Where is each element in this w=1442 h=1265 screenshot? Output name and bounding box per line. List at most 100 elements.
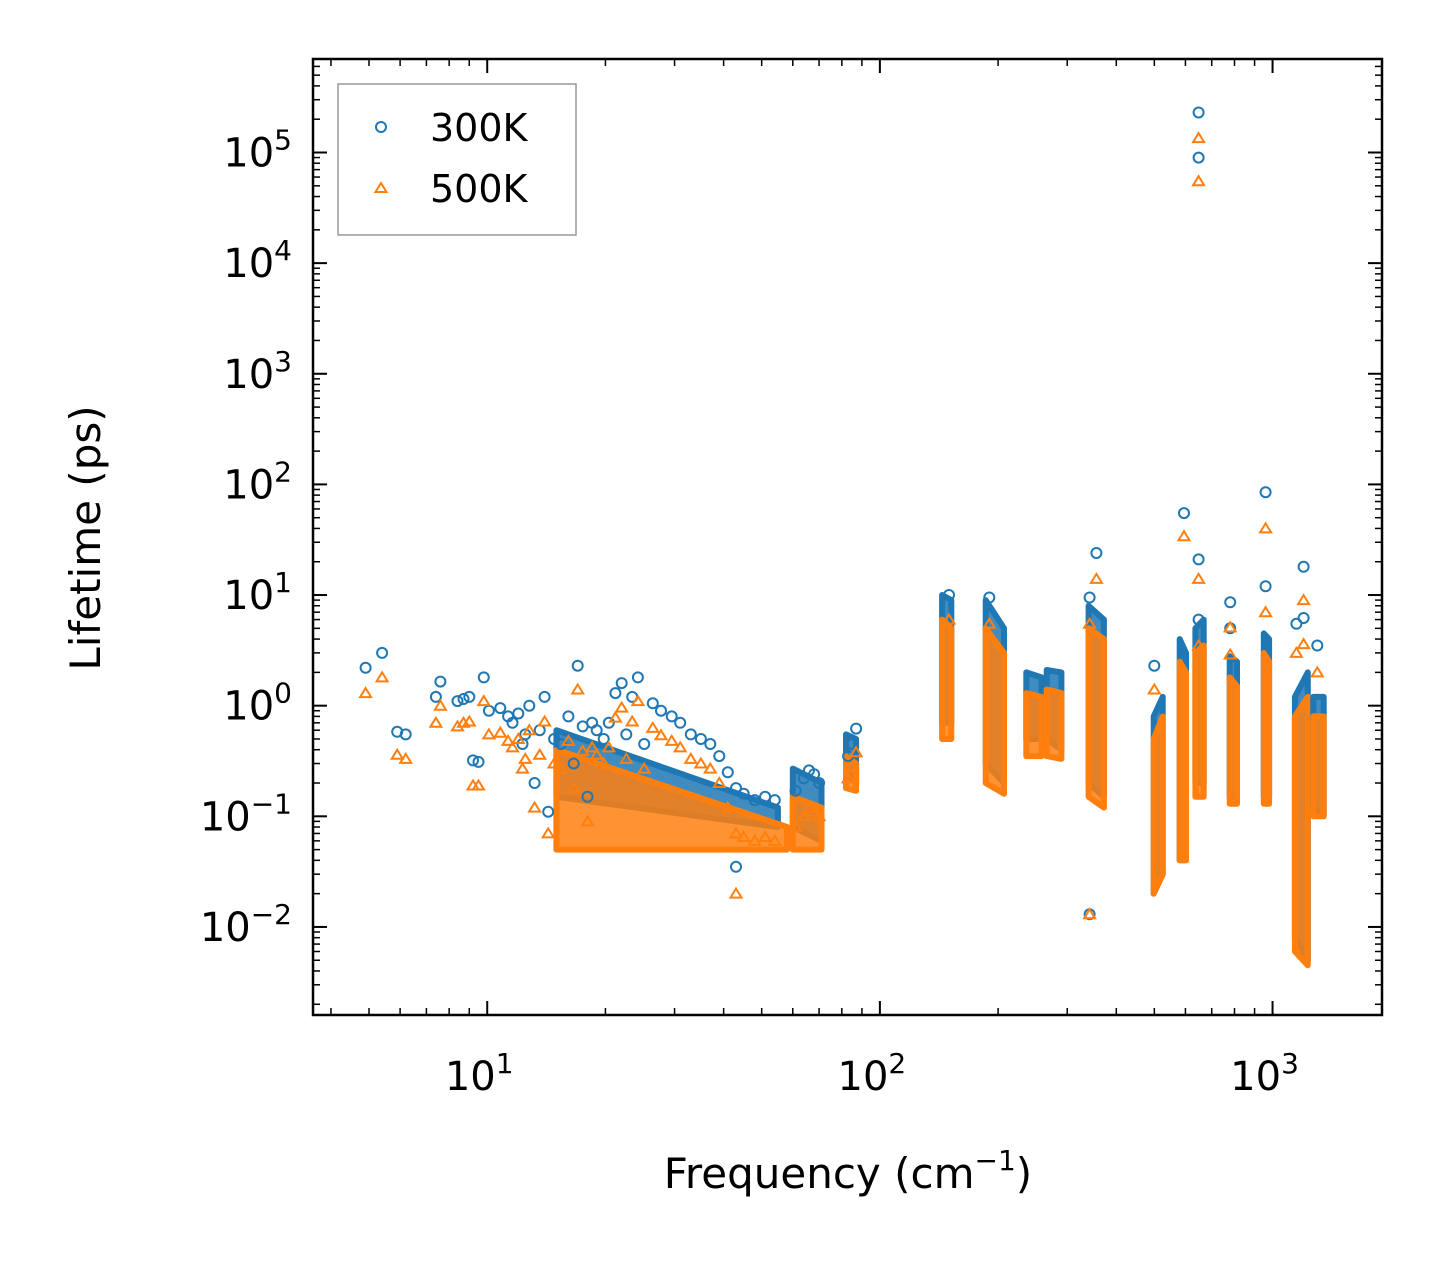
data-point-500k-56 [788,820,803,832]
data-cluster-500k-29 [1310,713,1327,820]
data-point-300k-42 [655,704,667,717]
data-point-500k-36 [614,700,629,713]
data-point-300k-44 [674,716,687,729]
data-point-300k-13 [494,702,507,715]
data-cluster-500k-17 [1150,713,1166,897]
data-point-500k-46 [693,756,709,769]
data-point-300k-7 [457,693,470,705]
y-tick-label-exponent: 3 [274,345,292,378]
data-point-500k-32 [589,747,604,760]
data-point-300k-70 [1297,612,1310,624]
x-tick-label-exponent: 1 [496,1047,514,1080]
data-point-300k-56 [789,784,802,797]
data-cluster-500k-1 [553,746,790,853]
data-point-300k-5 [434,675,447,688]
data-point-500k-30 [580,814,595,827]
y-tick-label-exponent: −1 [251,787,292,820]
data-point-300k-67 [1259,486,1272,499]
data-point-500k-70 [1296,637,1311,650]
x-axis-label-main: Frequency (cm [664,1149,975,1198]
data-point-500k-13 [493,725,508,738]
data-point-500k-66 [1176,529,1192,542]
data-point-500k-22 [537,714,552,727]
data-point-300k-37 [620,728,633,741]
y-tick-label-base: 10 [223,241,274,287]
x-axis-label: Frequency (cm−1) [664,1144,1032,1198]
data-point-500k-29 [575,743,590,756]
data-point-300k-32 [590,724,603,737]
data-point-300k-45 [684,728,697,741]
x-tick-label-exponent: 2 [888,1047,906,1080]
legend-box [337,83,577,236]
data-point-300k-82 [1290,617,1303,630]
data-point-500k-40 [636,761,652,774]
data-point-500k-64 [1191,131,1206,144]
data-point-300k-39 [631,671,644,684]
data-point-500k-53 [757,830,773,842]
y-tick-label-exponent: 1 [274,566,292,599]
data-point-300k-52 [748,794,761,807]
data-cluster-layer [553,592,1327,969]
data-point-300k-9 [467,754,479,767]
y-tick-label-exponent: 4 [274,234,292,267]
data-point-300k-51 [737,787,750,800]
data-point-300k-4 [429,690,442,703]
data-point-500k-80 [1191,571,1206,584]
data-point-300k-23 [542,805,555,818]
data-point-300k-73 [1083,591,1096,604]
data-cluster-500k-21 [1192,642,1207,800]
data-point-500k-17 [515,761,530,774]
data-point-300k-59 [808,768,821,781]
data-point-300k-27 [567,757,580,770]
data-point-500k-0 [358,686,373,699]
data-cluster-500k-23 [1226,674,1240,807]
data-point-300k-47 [704,738,717,750]
data-point-300k-72 [1090,547,1103,559]
data-point-500k-51 [736,830,751,842]
data-point-500k-65 [1191,174,1206,187]
data-point-300k-15 [506,716,519,729]
data-point-500k-63 [848,745,864,758]
y-tick-label-exponent: 0 [274,677,292,710]
y-tick-label-base: 10 [200,905,251,951]
data-point-300k-68 [1259,580,1272,593]
y-tick-label-exponent: 5 [274,123,292,156]
data-point-500k-76 [941,612,957,625]
data-point-500k-11 [476,694,492,707]
data-point-500k-20 [527,800,542,813]
data-point-500k-25 [553,761,569,774]
data-point-500k-59 [806,804,822,817]
y-tick-label-5: 103 [223,345,292,398]
data-point-300k-75 [983,591,996,604]
data-point-500k-71 [1310,665,1325,678]
legend: 300K 500K [337,83,577,236]
data-point-500k-5 [433,698,448,711]
data-point-500k-16 [511,732,526,744]
data-point-300k-81 [1192,613,1205,626]
data-point-300k-77 [1148,659,1161,672]
data-point-500k-14 [500,733,516,746]
y-tick-label-2: 100 [223,677,292,730]
data-point-300k-78 [1224,596,1237,609]
x-tick-label-base: 10 [445,1054,496,1100]
data-cluster-500k-11 [1023,690,1045,760]
data-point-500k-68 [1258,605,1273,618]
data-point-300k-80 [1192,553,1205,566]
legend-marker-500k [373,181,389,193]
y-tick-label-base: 10 [223,130,274,176]
data-point-500k-1 [374,670,390,683]
y-tick-label-base: 10 [223,573,274,619]
data-point-300k-60 [813,777,826,789]
data-point-300k-57 [797,772,810,785]
data-point-500k-35 [608,710,623,723]
data-point-500k-12 [481,727,497,740]
data-point-500k-23 [540,826,556,839]
legend-label-500k: 500K [430,167,529,211]
data-point-300k-0 [359,661,372,674]
data-point-300k-10 [472,755,485,768]
data-points-layer [358,106,1325,921]
x-tick-label-2: 103 [1230,1047,1299,1100]
data-point-300k-35 [609,687,622,700]
